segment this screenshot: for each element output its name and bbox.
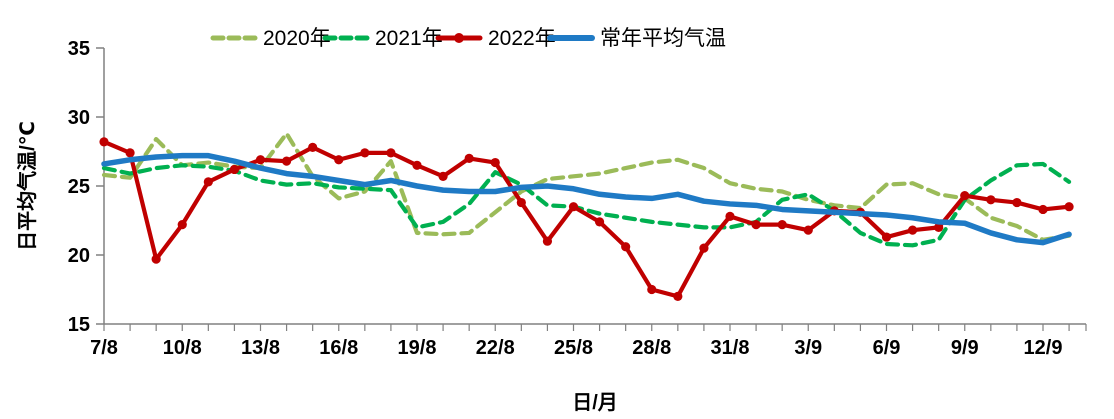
y-tick-label: 30 [68,107,90,129]
x-tick-label: 16/8 [319,337,358,359]
series-line-1 [101,161,1072,248]
x-tick-label: 9/9 [951,337,979,359]
series-2-marker [751,220,761,230]
series-2-marker [334,155,344,165]
x-tick-label: 22/8 [476,337,515,359]
x-tick-label: 31/8 [711,337,750,359]
series-2-marker [960,191,970,201]
x-axis-title: 日/月 [572,392,618,414]
legend-label-3: 常年平均气温 [600,27,726,50]
series-2-marker [1064,202,1074,212]
series-line-0 [101,131,1072,242]
x-tick-label: 19/8 [398,337,437,359]
series-2-marker [490,157,500,168]
series-2-marker [464,153,474,163]
x-tick-label: 25/8 [554,337,593,359]
series-2-marker [647,284,657,295]
x-tick-label: 28/8 [632,337,671,359]
series-2-marker [777,220,787,230]
series-line-3 [101,152,1072,246]
legend-label-1: 2021年 [375,27,443,50]
series-2-marker [542,236,553,246]
series-2-marker [281,156,292,166]
series-2-marker [412,160,422,170]
series-2-marker [255,155,266,165]
series-2-marker [177,220,187,230]
series-2-marker [1038,204,1048,215]
series-2-marker [516,197,526,208]
series-2-marker [907,225,918,235]
series-2-marker [438,171,448,181]
y-tick-label: 25 [68,176,90,198]
series-2-marker [699,243,709,253]
series-2-marker [360,148,370,158]
y-tick-label: 15 [68,314,90,336]
legend-label-2: 2022年 [488,27,556,50]
series-2-marker [229,164,240,175]
x-tick-label: 3/9 [794,337,822,359]
series-2-marker [725,211,735,221]
series-2-marker [203,177,213,187]
x-tick-label: 10/8 [163,337,202,359]
legend-marker-2 [454,33,464,43]
x-tick-label: 12/9 [1024,337,1063,359]
series-2-marker [386,148,396,158]
x-tick-label: 7/8 [90,337,118,359]
series-2-marker [594,217,605,227]
x-tick-label: 6/9 [873,337,901,359]
series-2-marker [308,142,318,152]
series-2-marker [621,242,631,252]
y-tick-label: 20 [68,245,90,267]
series-2-marker [151,254,161,264]
series-2-marker [986,195,996,205]
x-tick-label: 13/8 [241,337,280,359]
series-2-marker [99,137,109,147]
y-axis-title: 日平均气温/℃ [17,121,39,251]
legend-label-0: 2020年 [263,27,331,50]
series-2-marker [934,222,944,232]
series-2-marker [881,232,892,242]
y-tick-label: 35 [68,38,90,60]
series-2-marker [125,148,135,158]
series-2-marker [568,202,579,212]
series-2-marker [803,225,813,235]
series-2-marker [673,291,683,301]
series-2-marker [1012,197,1022,208]
